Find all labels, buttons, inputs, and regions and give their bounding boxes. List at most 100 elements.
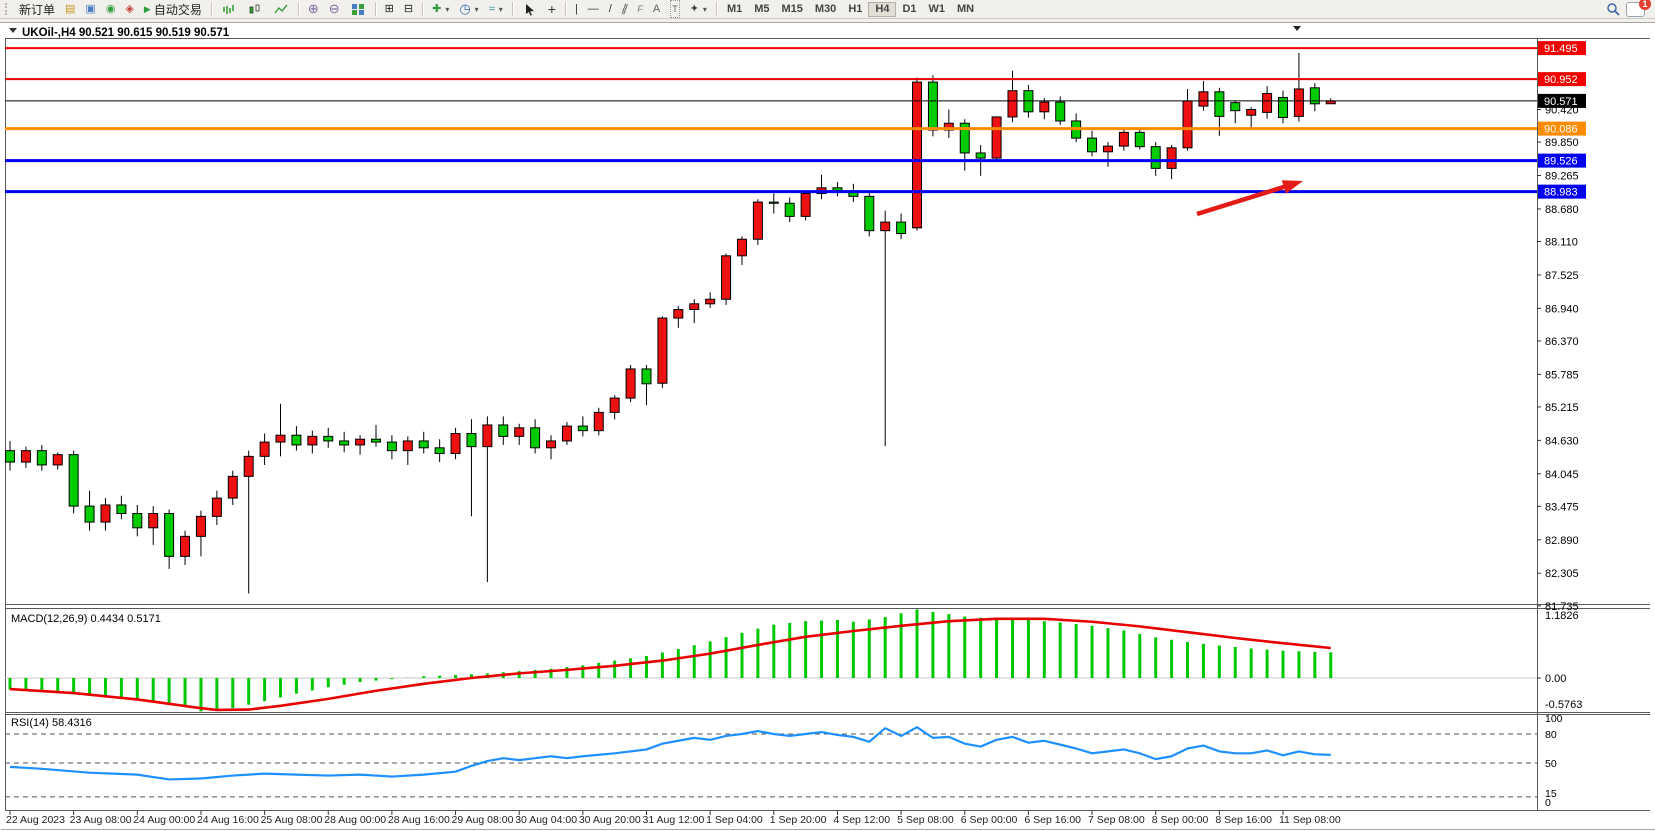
date-axis-label: 8 Sep 00:00 xyxy=(1152,814,1209,826)
date-axis-label: 25 Aug 08:00 xyxy=(261,814,323,826)
chart-shift-marker[interactable] xyxy=(1293,26,1301,31)
trendline-tool-icon[interactable]: / xyxy=(608,3,612,15)
tile-windows-icon[interactable] xyxy=(345,2,371,17)
candle xyxy=(1087,137,1098,153)
channel-tool-icon[interactable]: ∥ xyxy=(619,2,630,16)
price-axis-tick: 86.370 xyxy=(1545,336,1579,348)
date-axis-label: 8 Sep 16:00 xyxy=(1215,814,1272,826)
date-axis-label: 30 Aug 20:00 xyxy=(579,814,641,826)
candle xyxy=(705,298,716,305)
rsi-line xyxy=(9,726,1331,781)
candle xyxy=(20,450,31,463)
toolbar-separator xyxy=(422,2,424,16)
candle xyxy=(1262,93,1273,113)
chart-title-ohlc: UKOil-,H4 90.521 90.615 90.519 90.571 xyxy=(22,27,230,39)
crosshair-tool-icon[interactable]: + xyxy=(547,1,556,17)
toolbar-separator xyxy=(297,2,299,16)
timeframe-M30[interactable]: M30 xyxy=(814,2,837,15)
candle xyxy=(1246,109,1257,116)
candle xyxy=(466,433,477,448)
annotation-arrow-head[interactable] xyxy=(1281,180,1303,194)
candle xyxy=(673,309,684,319)
candle xyxy=(450,433,461,455)
candle xyxy=(1039,101,1050,113)
text-tool-icon[interactable]: A xyxy=(652,3,661,15)
candle xyxy=(482,424,493,448)
timeframe-W1[interactable]: W1 xyxy=(928,2,946,15)
candle xyxy=(100,504,111,523)
main-toolbar: 新订单 ▤ ▣ ◉ ◈ ▶ 自动交易 ⊕ ⊖ ⊞ ⊟ ✚ ▾ ◷ ▾ ≈ ▾ + | —… xyxy=(0,0,1655,19)
period-clock-icon[interactable]: ◷ ▾ xyxy=(459,1,479,16)
candlestick-chart-icon[interactable] xyxy=(242,2,268,17)
search-icon[interactable] xyxy=(1600,2,1626,17)
notifications-icon[interactable]: 1 xyxy=(1626,0,1651,17)
line-chart-icon[interactable] xyxy=(268,2,294,17)
date-axis-label: 11 Sep 08:00 xyxy=(1279,814,1341,826)
date-axis-label: 23 Aug 08:00 xyxy=(70,814,132,826)
indicators-icon[interactable]: ≈ ▾ xyxy=(488,3,503,15)
timeframe-H4[interactable]: H4 xyxy=(868,1,897,17)
timeframe-M15[interactable]: M15 xyxy=(781,2,803,15)
market-watch-icon[interactable]: ▣ xyxy=(85,3,96,15)
candle xyxy=(1309,87,1320,105)
price-axis-tick: 84.630 xyxy=(1545,435,1579,447)
candles-layer xyxy=(5,52,1336,594)
candle xyxy=(1118,131,1129,147)
zoom-out-icon[interactable]: ⊖ xyxy=(328,1,340,16)
vertical-line-tool-icon[interactable]: | xyxy=(574,3,578,15)
timeframe-M1[interactable]: M1 xyxy=(726,2,743,15)
date-axis-label: 28 Aug 00:00 xyxy=(324,814,386,826)
candle xyxy=(641,368,652,385)
candle xyxy=(912,81,923,229)
candle xyxy=(1007,90,1018,118)
text-label-tool-icon[interactable]: T xyxy=(665,0,685,18)
chart-window: UKOil-,H4 90.521 90.615 90.519 90.571 90.… xyxy=(0,22,1655,831)
candle xyxy=(148,513,159,529)
price-level-badge xyxy=(1538,93,1586,108)
timeframe-D1[interactable]: D1 xyxy=(902,2,917,15)
zoom-in-icon[interactable]: ⊕ xyxy=(307,1,319,16)
arrows-tool-icon[interactable]: ✦ ▾ xyxy=(689,3,707,15)
chart-window-icon[interactable]: ▤ xyxy=(65,3,76,15)
bar-chart-icon[interactable] xyxy=(216,2,242,17)
candle xyxy=(530,427,541,449)
horizontal-line-tool-icon[interactable]: — xyxy=(587,3,599,15)
candle xyxy=(657,317,668,384)
auto-trading-button[interactable]: ▶ 自动交易 xyxy=(143,2,202,17)
symbol-collapse-icon[interactable] xyxy=(9,28,17,33)
candle xyxy=(195,515,206,537)
date-axis-label: 24 Aug 00:00 xyxy=(133,814,195,826)
candle xyxy=(991,116,1002,159)
signals-icon[interactable]: ◉ xyxy=(105,3,116,15)
price-axis-tick: 89.850 xyxy=(1545,137,1579,149)
candle xyxy=(164,513,175,557)
timeframe-MN[interactable]: MN xyxy=(957,2,975,15)
date-axis-label: 5 Sep 08:00 xyxy=(897,814,954,826)
cursor-tool-icon[interactable] xyxy=(517,2,543,17)
candle xyxy=(1102,145,1113,153)
annotation-arrow-shaft[interactable] xyxy=(1196,182,1293,217)
candle xyxy=(593,411,604,432)
timeframe-M5[interactable]: M5 xyxy=(754,2,770,15)
rsi-axis-tick: 100 xyxy=(1545,713,1563,725)
candle xyxy=(1293,88,1304,117)
new-order-button[interactable]: 新订单 xyxy=(19,2,56,17)
timeframe-H1[interactable]: H1 xyxy=(848,2,863,15)
arrange-right-icon[interactable]: ⊟ xyxy=(403,3,414,15)
candle xyxy=(355,438,366,446)
macd-signal-line xyxy=(9,617,1331,712)
market-icon[interactable]: ◈ xyxy=(125,3,134,15)
candle xyxy=(1198,91,1209,107)
candle xyxy=(689,303,700,311)
candle xyxy=(116,504,127,515)
price-level-badge xyxy=(1538,41,1586,56)
candle xyxy=(880,221,891,232)
date-axis-label: 29 Aug 08:00 xyxy=(452,814,514,826)
fibonacci-tool-icon[interactable]: F xyxy=(637,4,643,14)
candle xyxy=(498,424,509,437)
arrange-left-icon[interactable]: ⊞ xyxy=(384,3,394,15)
candle xyxy=(275,434,286,443)
chart-canvas[interactable]: UKOil-,H4 90.521 90.615 90.519 90.571 90.… xyxy=(0,23,1655,831)
price-axis-tick: 89.265 xyxy=(1545,171,1579,183)
new-chart-icon[interactable]: ✚ ▾ xyxy=(432,3,450,15)
